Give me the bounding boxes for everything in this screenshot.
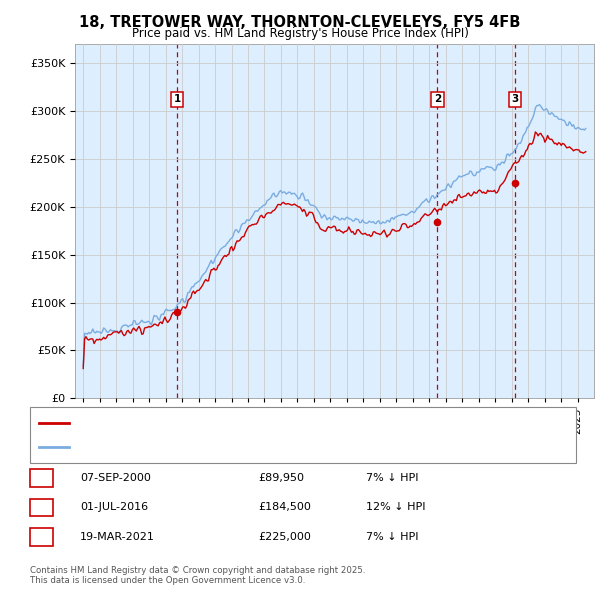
Text: 7% ↓ HPI: 7% ↓ HPI (366, 532, 419, 542)
Text: 18, TRETOWER WAY, THORNTON-CLEVELEYS, FY5 4FB (detached house): 18, TRETOWER WAY, THORNTON-CLEVELEYS, FY… (78, 418, 453, 428)
Text: Price paid vs. HM Land Registry's House Price Index (HPI): Price paid vs. HM Land Registry's House … (131, 27, 469, 40)
Text: 12% ↓ HPI: 12% ↓ HPI (366, 503, 425, 512)
Text: 2: 2 (37, 501, 46, 514)
Text: 1: 1 (37, 471, 46, 484)
Text: Contains HM Land Registry data © Crown copyright and database right 2025.
This d: Contains HM Land Registry data © Crown c… (30, 566, 365, 585)
Text: 3: 3 (37, 530, 46, 543)
Text: HPI: Average price, detached house, Wyre: HPI: Average price, detached house, Wyre (78, 442, 298, 453)
Text: 18, TRETOWER WAY, THORNTON-CLEVELEYS, FY5 4FB: 18, TRETOWER WAY, THORNTON-CLEVELEYS, FY… (79, 15, 521, 30)
Text: 07-SEP-2000: 07-SEP-2000 (80, 473, 151, 483)
Text: 2: 2 (434, 94, 441, 104)
Text: 1: 1 (173, 94, 181, 104)
Text: 01-JUL-2016: 01-JUL-2016 (80, 503, 148, 512)
Text: 3: 3 (512, 94, 519, 104)
Text: 7% ↓ HPI: 7% ↓ HPI (366, 473, 419, 483)
Text: £89,950: £89,950 (258, 473, 304, 483)
Text: £184,500: £184,500 (258, 503, 311, 512)
Text: 19-MAR-2021: 19-MAR-2021 (80, 532, 155, 542)
Text: £225,000: £225,000 (258, 532, 311, 542)
